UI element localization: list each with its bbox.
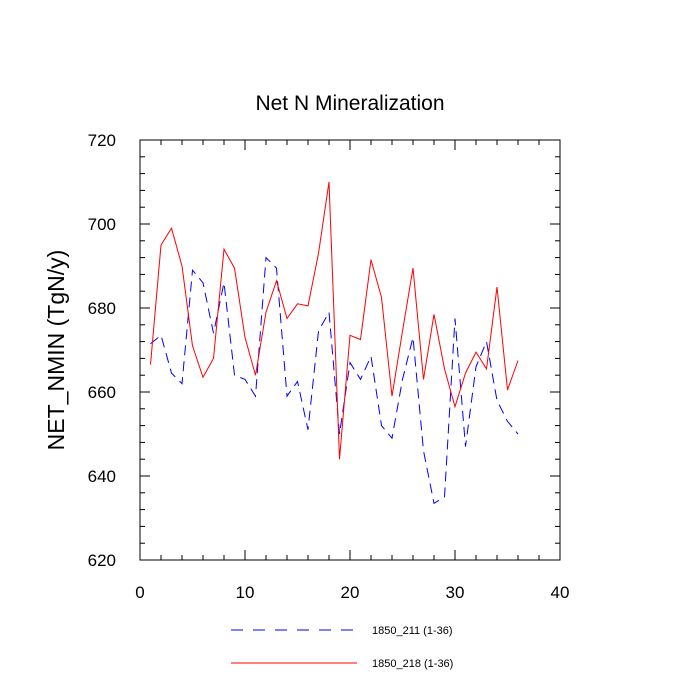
x-tick-label: 10 <box>236 583 255 602</box>
chart-title: Net N Mineralization <box>255 92 444 115</box>
y-tick-label: 620 <box>88 551 116 570</box>
axis-ticks <box>139 139 561 561</box>
legend-label-1: 1850_211 (1-36) <box>372 625 453 637</box>
series-line-1 <box>150 256 519 505</box>
y-axis-label: NET_NMIN (TgN/y) <box>43 250 69 451</box>
tick-labels: 0 10 20 30 40 620 640 660 680 700 720 <box>88 131 570 602</box>
y-tick-label: 720 <box>88 131 116 150</box>
y-tick-label: 640 <box>88 467 116 486</box>
series-line-2 <box>150 181 519 460</box>
y-tick-label: 680 <box>88 299 116 318</box>
y-tick-label: 700 <box>88 215 116 234</box>
x-tick-label: 30 <box>446 583 465 602</box>
x-tick-label: 0 <box>135 583 144 602</box>
legend-label-2: 1850_218 (1-36) <box>372 658 453 670</box>
x-tick-label: 40 <box>551 583 570 602</box>
x-tick-label: 20 <box>341 583 360 602</box>
plot-frame <box>139 139 561 561</box>
series-lines <box>150 181 519 505</box>
legend: 1850_211 (1-36) 1850_218 (1-36) <box>231 625 453 670</box>
y-tick-label: 660 <box>88 383 116 402</box>
